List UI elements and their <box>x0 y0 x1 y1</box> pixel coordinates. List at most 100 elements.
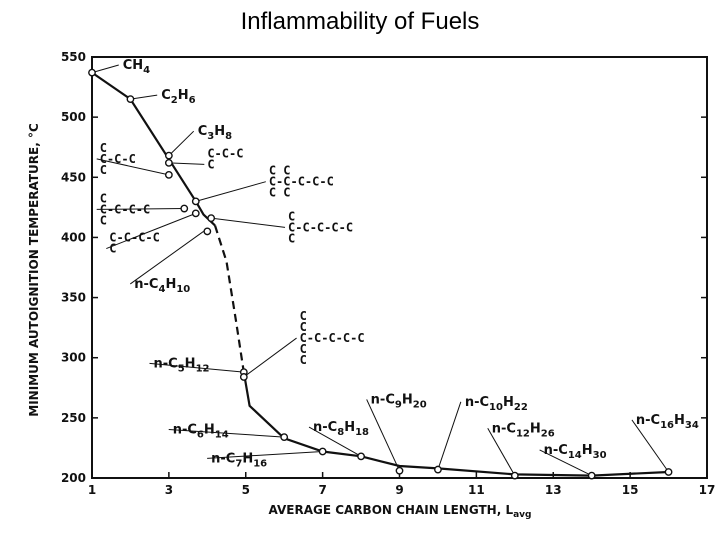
formula-subscript: 8 <box>225 131 232 142</box>
structure-line: C <box>300 342 307 356</box>
data-point <box>203 227 212 236</box>
series-line-1 <box>213 225 245 373</box>
structure-line: C <box>288 231 295 245</box>
structure-line: C <box>100 141 107 155</box>
data-point <box>180 204 189 213</box>
formula-label: n-C6H14 <box>173 422 229 440</box>
leader-line <box>308 426 362 457</box>
formula-base: H <box>204 422 215 437</box>
data-point <box>664 468 673 476</box>
formula-base: H <box>178 88 189 103</box>
structure-line: C <box>207 157 214 171</box>
formula-subscript: 3 <box>207 131 214 142</box>
x-tick-label: 7 <box>318 483 326 497</box>
leader-line <box>130 94 158 100</box>
formula-subscript: 4 <box>158 284 165 295</box>
formula-base: n-C <box>544 443 568 458</box>
leader-line <box>631 419 669 473</box>
y-tick-label: 450 <box>61 170 86 184</box>
data-point <box>587 471 596 480</box>
formula-base: n-C <box>465 395 489 410</box>
structure-line: C <box>300 309 307 323</box>
data-point <box>280 433 289 442</box>
leader-line <box>96 158 169 176</box>
y-tick-label: 250 <box>61 411 86 425</box>
formula-label: n-C10H22 <box>465 395 528 413</box>
formula-subscript: 14 <box>215 429 229 440</box>
leader-line <box>168 428 285 438</box>
y-axis-label: MINIMUM AUTOIGNITION TEMPERATURE, °C <box>27 123 41 417</box>
formula-subscript: 10 <box>176 284 190 295</box>
formula-base: H <box>530 421 541 436</box>
y-tick-label: 550 <box>61 50 86 64</box>
leader-line <box>106 212 196 250</box>
structure-line: C <box>100 191 107 205</box>
formula-annotations: CH4C2H6C3H8n-C4H10n-C5H12n-C6H14n-C7H16n… <box>123 58 699 469</box>
y-axis-ticks: 200 250 300 350 400 450 500 550 <box>61 50 707 485</box>
formula-base: H <box>674 413 685 428</box>
data-point <box>191 197 200 206</box>
formula-base: n-C <box>211 451 235 466</box>
formula-label: n-C9H20 <box>371 392 427 410</box>
leader-line <box>91 64 119 74</box>
formula-base: n-C <box>173 422 197 437</box>
formula-subscript: 7 <box>235 458 242 469</box>
x-tick-label: 9 <box>395 483 403 497</box>
formula-subscript: 12 <box>516 428 530 439</box>
formula-subscript: 12 <box>196 363 210 374</box>
formula-base: H <box>185 356 196 371</box>
y-tick-label: 400 <box>61 230 86 244</box>
data-point <box>88 68 96 77</box>
structure-line: C <box>300 320 307 334</box>
y-tick-label: 200 <box>61 471 86 485</box>
formula-subscript: 14 <box>568 450 582 461</box>
formula-base: C <box>161 88 171 103</box>
formula-label: n-C8H18 <box>313 420 369 438</box>
formula-subscript: 6 <box>197 429 204 440</box>
data-point <box>164 151 173 160</box>
structure-line: C-C-C-C <box>100 202 151 216</box>
structure-line: C <box>100 213 107 227</box>
x-tick-label: 17 <box>699 483 716 497</box>
formula-base: H <box>582 443 593 458</box>
leader-line <box>168 162 205 165</box>
data-point <box>434 465 442 474</box>
y-tick-label: 500 <box>61 110 86 124</box>
formula-base: H <box>344 420 355 435</box>
y-tick-label: 300 <box>61 351 86 365</box>
axes <box>91 56 708 479</box>
formula-subscript: 34 <box>685 420 699 431</box>
data-point <box>510 471 519 480</box>
formula-subscript: 9 <box>395 399 402 410</box>
leader-line <box>211 217 286 228</box>
formula-subscript: 26 <box>541 428 555 439</box>
data-point <box>207 214 216 223</box>
x-tick-label: 13 <box>545 483 562 497</box>
data-point <box>164 170 173 179</box>
leader-line <box>487 428 516 476</box>
formula-base: H <box>242 451 253 466</box>
data-point <box>126 95 135 104</box>
data-point <box>239 373 248 381</box>
leader-line <box>129 231 204 285</box>
plot-frame <box>91 56 708 479</box>
structure-line: C-C-C-C-C <box>269 175 334 189</box>
structure-line: C <box>109 242 116 256</box>
data-point <box>164 158 173 167</box>
leader-line <box>207 451 323 459</box>
formula-base: n-C <box>636 413 660 428</box>
structure-line: C C <box>269 186 291 200</box>
formula-subscript: 2 <box>171 95 178 106</box>
formula-label: n-C14H30 <box>544 443 607 461</box>
x-tick-label: 1 <box>88 483 96 497</box>
x-axis-ticks: 1 3 5 7 9 11 13 15 17 <box>88 472 716 497</box>
leader-line <box>149 362 244 373</box>
leader-line <box>168 130 195 156</box>
leader-line <box>243 337 297 378</box>
formula-base: n-C <box>371 392 395 407</box>
formula-base: n-C <box>154 356 178 371</box>
formula-subscript: 16 <box>660 420 674 431</box>
formula-label: C3H8 <box>198 124 232 142</box>
